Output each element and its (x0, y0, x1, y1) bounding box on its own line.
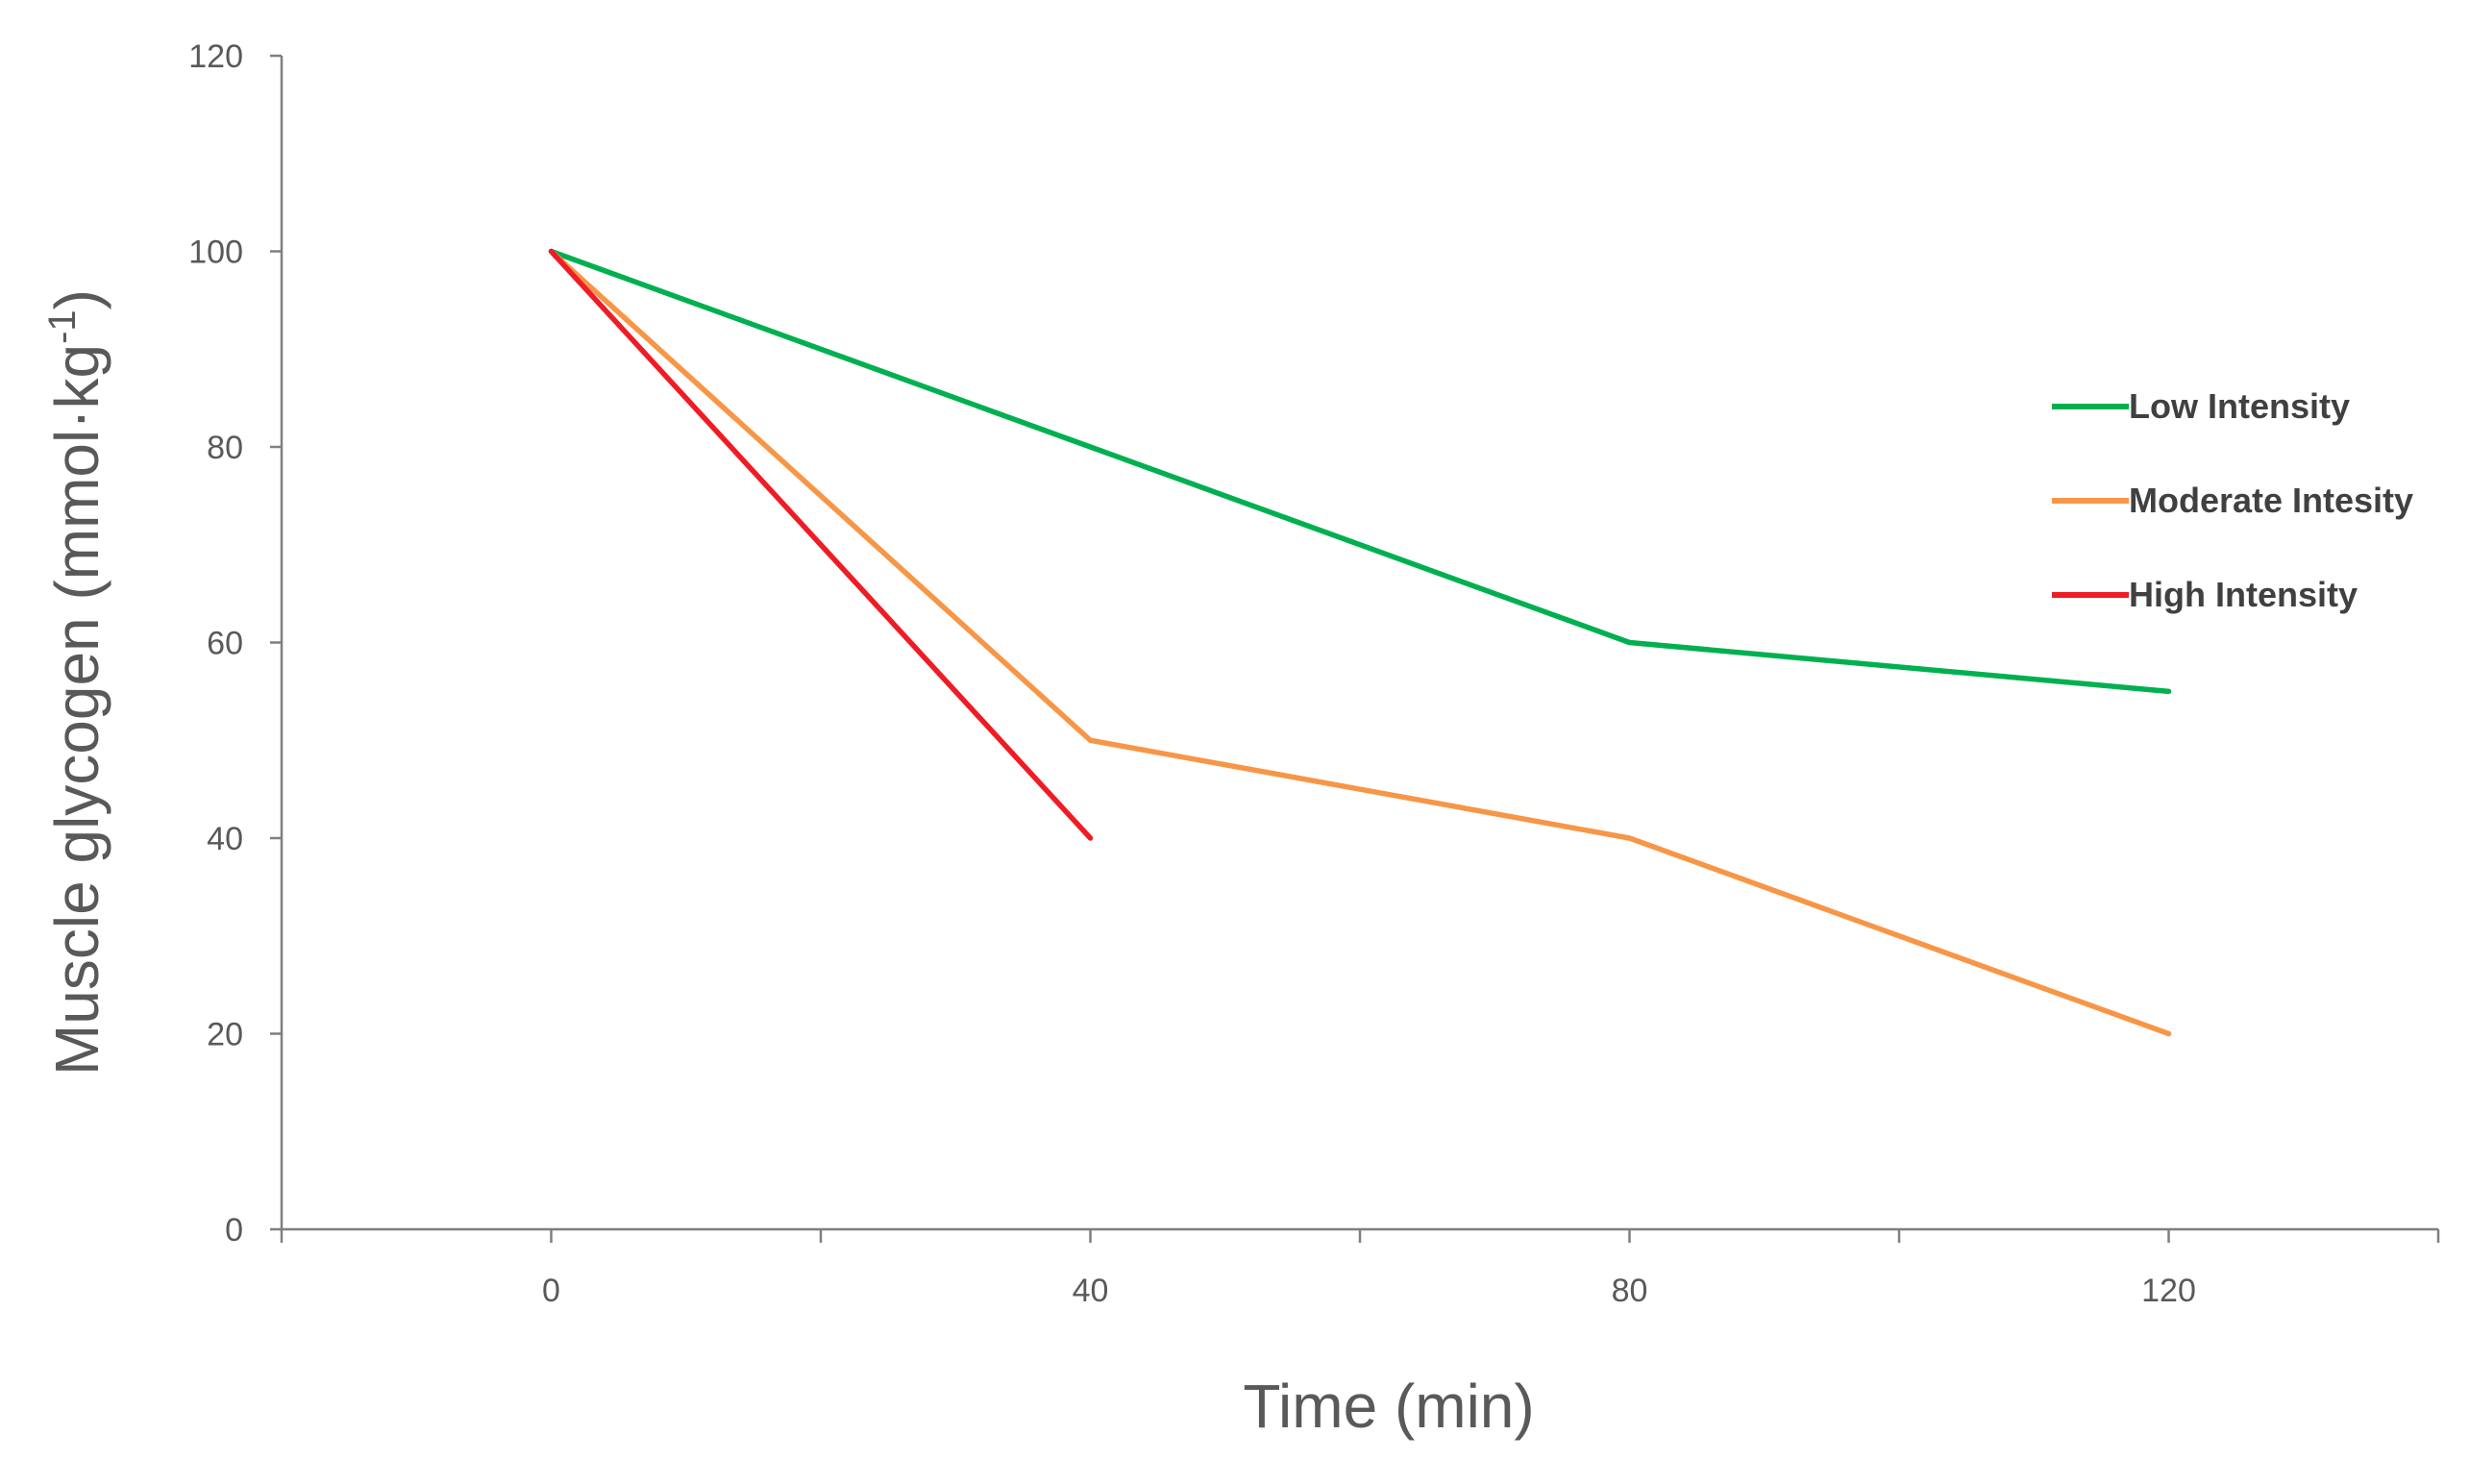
x-tick-label: 120 (2141, 1273, 2196, 1309)
y-tick-label: 80 (207, 430, 243, 466)
y-tick-label: 20 (207, 1017, 243, 1053)
x-tick-label: 0 (542, 1273, 560, 1309)
x-tick-label: 80 (1612, 1273, 1648, 1309)
y-tick-label: 40 (207, 821, 243, 857)
y-axis-title-main: Muscle glycogen (mmol·kg (42, 344, 111, 1076)
legend-label-high-intensity: High Intensity (2129, 575, 2358, 614)
y-tick-label: 60 (207, 626, 243, 662)
y-tick-label: 100 (188, 235, 243, 271)
y-tick-label: 120 (188, 38, 243, 75)
y-axis-title-close: ) (42, 289, 111, 309)
x-axis-title: Time (min) (1243, 1372, 1534, 1441)
y-axis: 0 20 40 60 80 100 120 (188, 38, 284, 1249)
y-axis-title: Muscle glycogen (mmol·kg-1) (41, 289, 111, 1076)
x-tick-label: 40 (1073, 1273, 1109, 1309)
legend: Low Intensity Moderate Intesity High Inten… (2052, 386, 2413, 614)
legend-label-low-intensity: Low Intensity (2129, 386, 2350, 426)
series-line-low-intensity (548, 248, 2172, 695)
series-line-high-intensity (548, 248, 1094, 841)
series-line-moderate-intesity (548, 248, 2172, 1037)
x-axis: 0 40 80 120 (280, 1227, 2440, 1309)
y-axis-title-superscript: -1 (41, 309, 84, 344)
y-tick-label: 0 (225, 1212, 243, 1249)
legend-label-moderate-intesity: Moderate Intesity (2129, 481, 2413, 520)
series-layer (548, 248, 2172, 1037)
